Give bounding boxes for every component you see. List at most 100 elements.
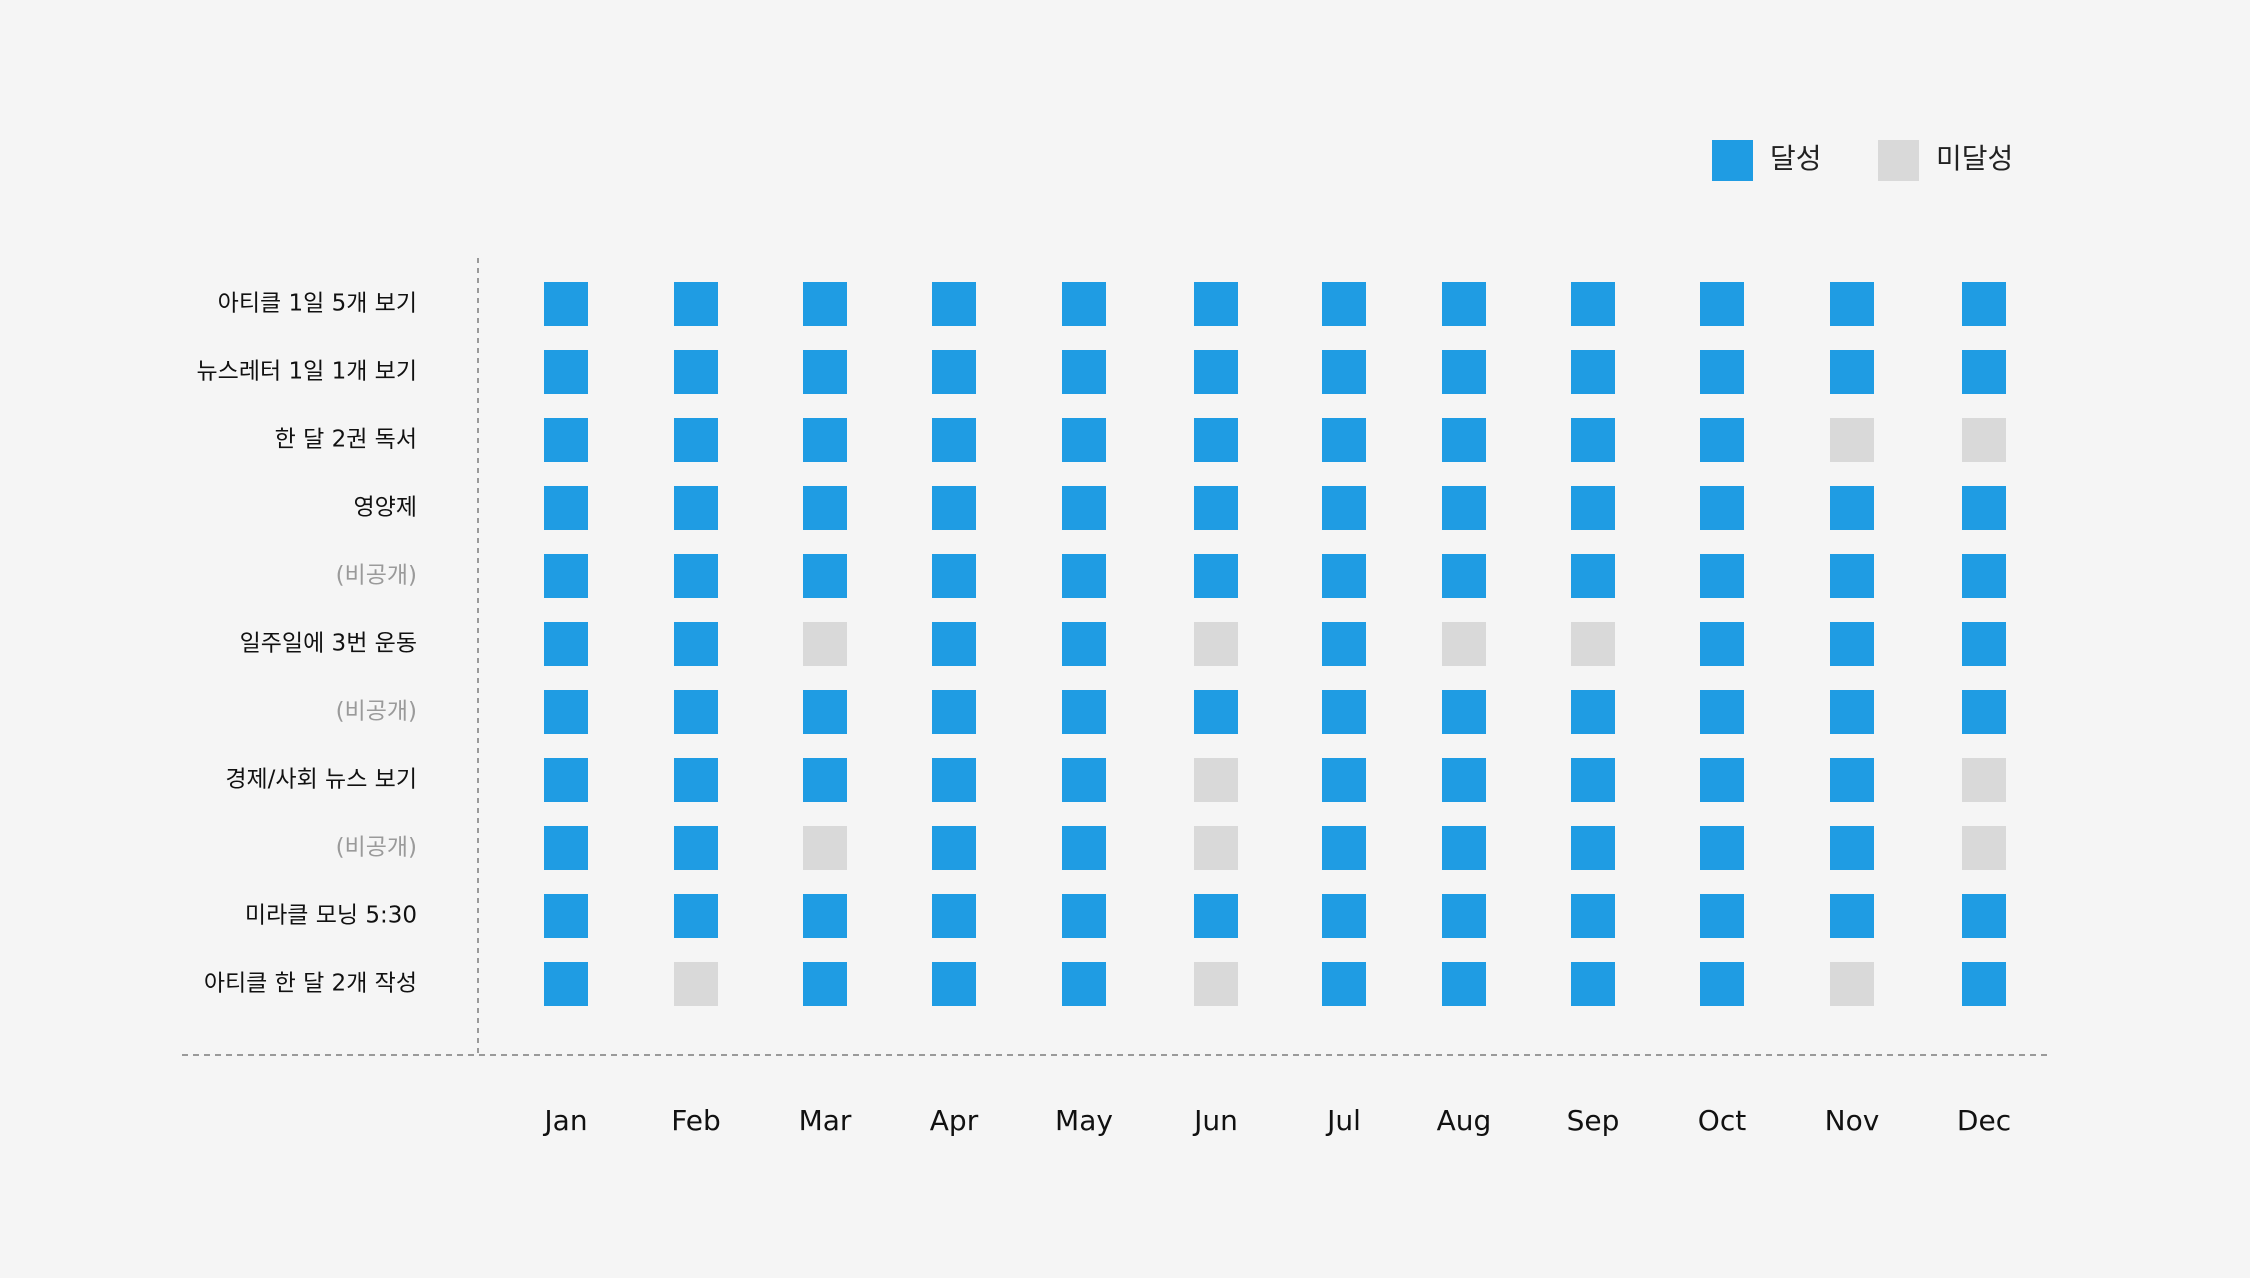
cell-achieved xyxy=(1962,350,2006,394)
cell-achieved xyxy=(1571,486,1615,530)
cell-achieved xyxy=(932,894,976,938)
row-label: (비공개) xyxy=(336,835,417,861)
cell-achieved xyxy=(1442,962,1486,1006)
cell-achieved xyxy=(1830,758,1874,802)
cell-achieved xyxy=(1700,282,1744,326)
cell-achieved xyxy=(932,962,976,1006)
cell-achieved xyxy=(803,758,847,802)
cell-not-achieved xyxy=(1194,758,1238,802)
cell-achieved xyxy=(1062,350,1106,394)
cell-not-achieved xyxy=(1194,826,1238,870)
cell-achieved xyxy=(1571,826,1615,870)
cell-achieved xyxy=(932,826,976,870)
cell-achieved xyxy=(1830,350,1874,394)
cell-achieved xyxy=(1700,962,1744,1006)
cell-achieved xyxy=(544,826,588,870)
cell-achieved xyxy=(1442,894,1486,938)
month-label: Jul xyxy=(1325,1104,1361,1137)
cell-achieved xyxy=(1571,418,1615,462)
cell-achieved xyxy=(803,350,847,394)
row-label: (비공개) xyxy=(336,563,417,589)
cell-not-achieved xyxy=(674,962,718,1006)
row-label: 영양제 xyxy=(354,495,417,521)
cell-achieved xyxy=(1700,690,1744,734)
cell-achieved xyxy=(674,418,718,462)
cell-achieved xyxy=(932,418,976,462)
cell-achieved xyxy=(1194,554,1238,598)
cell-achieved xyxy=(1322,418,1366,462)
cell-achieved xyxy=(1194,350,1238,394)
row-label: 뉴스레터 1일 1개 보기 xyxy=(197,359,417,385)
cell-achieved xyxy=(544,894,588,938)
cell-achieved xyxy=(1322,350,1366,394)
cell-achieved xyxy=(1571,350,1615,394)
cell-achieved xyxy=(1700,826,1744,870)
cell-achieved xyxy=(1062,554,1106,598)
cell-achieved xyxy=(1700,350,1744,394)
cell-achieved xyxy=(1194,690,1238,734)
month-label: Feb xyxy=(671,1104,721,1137)
cell-achieved xyxy=(803,418,847,462)
cell-achieved xyxy=(1571,690,1615,734)
cell-achieved xyxy=(674,622,718,666)
cell-achieved xyxy=(1442,418,1486,462)
cell-achieved xyxy=(1322,758,1366,802)
cell-achieved xyxy=(1062,894,1106,938)
cell-achieved xyxy=(544,622,588,666)
cell-achieved xyxy=(1830,894,1874,938)
cell-achieved xyxy=(1062,622,1106,666)
cell-achieved xyxy=(674,826,718,870)
cell-achieved xyxy=(1194,894,1238,938)
cell-not-achieved xyxy=(1194,962,1238,1006)
month-label: Dec xyxy=(1957,1104,2011,1137)
cell-achieved xyxy=(1322,826,1366,870)
cell-achieved xyxy=(803,894,847,938)
month-label: Nov xyxy=(1825,1104,1880,1137)
cell-achieved xyxy=(932,758,976,802)
cell-achieved xyxy=(1194,486,1238,530)
cell-achieved xyxy=(674,486,718,530)
month-label: Aug xyxy=(1437,1104,1492,1137)
cell-achieved xyxy=(1962,282,2006,326)
cell-achieved xyxy=(1442,554,1486,598)
cell-achieved xyxy=(1962,554,2006,598)
cell-achieved xyxy=(1962,486,2006,530)
cell-achieved xyxy=(1830,826,1874,870)
cell-achieved xyxy=(1322,690,1366,734)
cell-achieved xyxy=(932,486,976,530)
cell-achieved xyxy=(544,554,588,598)
cell-not-achieved xyxy=(1442,622,1486,666)
cell-achieved xyxy=(674,758,718,802)
cell-achieved xyxy=(544,350,588,394)
month-label: Jun xyxy=(1192,1104,1238,1137)
row-label: (비공개) xyxy=(336,699,417,725)
row-label: 아티클 1일 5개 보기 xyxy=(218,291,417,317)
cell-achieved xyxy=(932,282,976,326)
cell-achieved xyxy=(674,282,718,326)
cell-achieved xyxy=(1194,282,1238,326)
cell-achieved xyxy=(1830,622,1874,666)
month-label: Oct xyxy=(1698,1104,1746,1137)
row-label: 경제/사회 뉴스 보기 xyxy=(225,767,417,793)
cell-achieved xyxy=(1700,894,1744,938)
cell-achieved xyxy=(1700,486,1744,530)
cell-achieved xyxy=(1442,826,1486,870)
cell-achieved xyxy=(1062,418,1106,462)
cell-achieved xyxy=(544,486,588,530)
cell-achieved xyxy=(674,690,718,734)
cell-achieved xyxy=(1962,690,2006,734)
legend-label-not-achieved: 미달성 xyxy=(1936,142,2014,175)
row-label: 한 달 2권 독서 xyxy=(275,427,417,453)
cell-achieved xyxy=(932,554,976,598)
cell-achieved xyxy=(803,282,847,326)
cell-achieved xyxy=(932,622,976,666)
cell-achieved xyxy=(1700,622,1744,666)
cell-not-achieved xyxy=(1962,758,2006,802)
cell-not-achieved xyxy=(1830,962,1874,1006)
cell-achieved xyxy=(1830,282,1874,326)
cell-achieved xyxy=(1700,418,1744,462)
cell-achieved xyxy=(932,350,976,394)
cell-achieved xyxy=(1442,690,1486,734)
